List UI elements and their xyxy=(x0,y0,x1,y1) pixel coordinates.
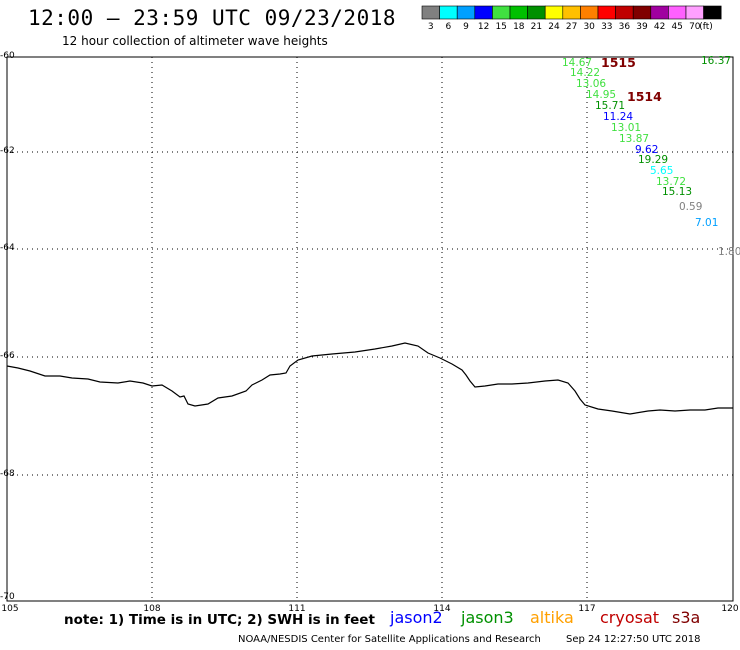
wave-height-label: 15.71 xyxy=(595,100,626,112)
wave-height-label: 1515 xyxy=(601,55,636,70)
legend-label: 6 xyxy=(445,22,452,32)
footer-timestamp: Sep 24 12:27:50 UTC 2018 xyxy=(566,634,701,645)
footer-credit: NOAA/NESDIS Center for Satellite Applica… xyxy=(238,634,541,645)
legend-swatch xyxy=(439,5,458,20)
legend-label: 45 xyxy=(671,22,683,32)
legend-swatch xyxy=(509,5,528,20)
wave-height-label: 1.80 xyxy=(718,246,740,258)
wave-height-label: 5.65 xyxy=(650,165,674,177)
legend-swatch xyxy=(597,5,616,20)
longitude-tick-label: 111 xyxy=(288,604,306,614)
legend-label: 18 xyxy=(513,22,525,32)
legend-swatch xyxy=(544,5,564,20)
legend-swatch xyxy=(580,5,599,20)
wave-height-label: 13.87 xyxy=(619,133,650,145)
legend-swatch xyxy=(632,5,652,20)
page-subtitle: 12 hour collection of altimeter wave hei… xyxy=(62,34,328,48)
wave-height-label: 15.13 xyxy=(662,186,693,198)
wave-height-label: 16.37 xyxy=(701,55,732,67)
latitude-tick-label: -62 xyxy=(0,146,15,156)
satellite-name: jason3 xyxy=(461,608,514,627)
satellite-name: s3a xyxy=(672,608,701,627)
latitude-tick-label: -66 xyxy=(0,351,15,361)
wave-height-label: 1514 xyxy=(627,89,662,104)
legend-swatch xyxy=(615,5,634,20)
satellite-name: jason2 xyxy=(390,608,443,627)
latitude-tick-label: -60 xyxy=(0,51,15,61)
legend-swatch xyxy=(668,5,687,20)
wave-height-label: 14.67 xyxy=(562,57,593,69)
legend-unit: (ft) xyxy=(699,22,713,32)
latitude-tick-label: -70 xyxy=(0,592,15,602)
legend-label: 39 xyxy=(636,22,648,32)
color-legend xyxy=(421,5,722,20)
longitude-tick-label: 108 xyxy=(143,604,161,614)
legend-label: 42 xyxy=(653,22,666,32)
longitude-tick-label: 105 xyxy=(1,604,19,614)
legend-swatch xyxy=(562,5,581,20)
legend-label: 33 xyxy=(601,22,613,32)
page-title: 12:00 – 23:59 UTC 09/23/2018 xyxy=(28,6,397,30)
legend-label: 27 xyxy=(565,22,578,32)
legend-label: 15 xyxy=(495,22,507,32)
legend-swatch xyxy=(474,5,493,20)
longitude-tick-label: 114 xyxy=(433,604,451,614)
legend-swatch xyxy=(456,5,476,20)
latitude-tick-label: -68 xyxy=(0,469,15,479)
wave-height-label: 13.01 xyxy=(611,122,642,134)
wave-height-label: 14.22 xyxy=(570,67,601,79)
latitude-tick-label: -64 xyxy=(0,243,15,253)
legend-label: 21 xyxy=(530,22,543,32)
legend-swatch xyxy=(703,5,722,20)
longitude-tick-label: 117 xyxy=(578,604,596,614)
wave-height-label: 13.06 xyxy=(576,78,607,90)
wave-height-label: 0.59 xyxy=(679,201,703,213)
wave-height-label: 14.95 xyxy=(586,89,617,101)
wave-height-label: 9.62 xyxy=(635,144,659,156)
legend-label: 30 xyxy=(583,22,595,32)
legend-label: 70 xyxy=(689,22,701,32)
legend-swatch xyxy=(421,5,440,20)
map-grid xyxy=(7,57,733,601)
legend-swatch xyxy=(650,5,669,20)
longitude-tick-label: 120 xyxy=(721,604,739,614)
legend-swatch xyxy=(492,5,511,20)
legend-label: 3 xyxy=(427,22,434,32)
legend-label: 9 xyxy=(463,22,469,32)
legend-label: 12 xyxy=(477,22,490,32)
legend-label: 36 xyxy=(618,22,631,32)
map-frame xyxy=(6,56,734,602)
antarctic-coastline xyxy=(6,342,733,415)
satellite-name: cryosat xyxy=(600,608,660,627)
legend-label: 24 xyxy=(548,22,560,32)
satellite-name: altika xyxy=(530,608,574,627)
footer-note: note: 1) Time is in UTC; 2) SWH is in fe… xyxy=(64,612,375,628)
legend-swatch xyxy=(527,5,546,20)
wave-height-label: 11.24 xyxy=(603,111,634,123)
wave-height-label: 7.01 xyxy=(695,217,719,229)
wave-height-label: 13.72 xyxy=(656,176,687,188)
legend-swatch xyxy=(685,5,704,20)
wave-height-label: 19.29 xyxy=(638,154,669,166)
